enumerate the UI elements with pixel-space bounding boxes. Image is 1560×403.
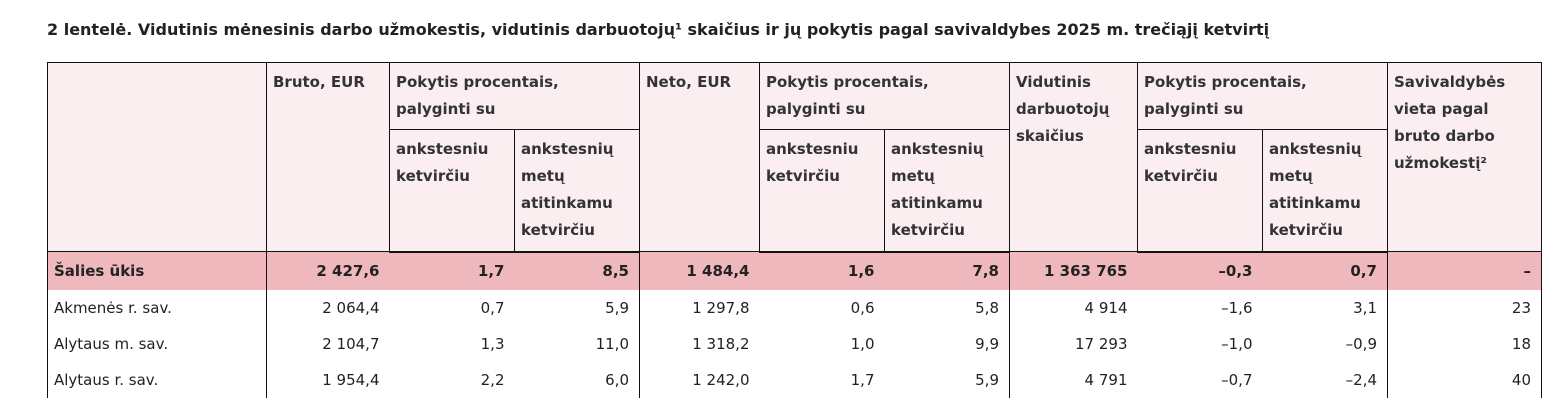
table-cell: 1,6 [759, 251, 885, 290]
header-cell: Pokytis procentais, palyginti su [759, 62, 1010, 130]
header-cell [47, 62, 267, 252]
table-cell: 23 [1387, 289, 1542, 326]
table-cell: 2 427,6 [266, 251, 390, 290]
table-cell: –0,3 [1137, 251, 1263, 290]
table-row: Akmenės r. sav. 2 064,4 0,7 5,9 1 297,8 0,6 5,… [47, 289, 1542, 326]
row-label: Šalies ūkis [47, 251, 267, 290]
table-cell: –1,0 [1221, 334, 1253, 353]
table-row: Šalies ūkis 2 427,6 1,7 8,5 1 484,4 1,6 7,8 1 3… [47, 251, 1542, 290]
table-cell: 4 791 [1009, 361, 1138, 398]
table-cell: –0,9 [1345, 334, 1377, 353]
table-cell: 1 954,4 [266, 361, 390, 398]
table-cell: 11,0 [595, 334, 629, 353]
table-cell: 7,8 [884, 251, 1010, 290]
table-cell: 4 914 [1009, 289, 1138, 326]
table-cell: 6,0 [605, 370, 629, 389]
table-cell: 17 293 [1009, 325, 1138, 362]
table-cell: 18 [1387, 325, 1542, 362]
table-cell: 5,9 [975, 370, 999, 389]
subheader-cell: ankstesnių metų atitinkamu ketvirčiu [884, 129, 1010, 253]
table-cell: 1,7 [850, 370, 875, 389]
row-label: Alytaus m. sav. [47, 325, 267, 362]
table-cell: 1 318,2 [639, 325, 760, 362]
table-cell: 1 484,4 [639, 251, 760, 290]
subheader-cell: ankstesniu ketvirčiu [759, 129, 885, 253]
table-cell: –0,7 [1221, 370, 1253, 389]
table-cell: 3,1 [1353, 298, 1377, 317]
header-cell: Neto, EUR [639, 62, 760, 252]
header-cell: Pokytis procentais, palyginti su [1137, 62, 1388, 130]
table-body: Šalies ūkis 2 427,6 1,7 8,5 1 484,4 1,6 7,8 1 3… [47, 251, 1542, 398]
table-cell: – [1387, 251, 1542, 290]
table-cell: 5,8 [975, 298, 999, 317]
row-label: Alytaus r. sav. [47, 361, 267, 398]
table-row: Alytaus r. sav. 1 954,4 2,2 6,0 1 242,0 1,7 5,… [47, 361, 1542, 398]
table-cell: –2,4 [1345, 370, 1377, 389]
header-cell: Vidutinis darbuotojų skaičius [1009, 62, 1138, 252]
table-cell: 5,9 [605, 298, 629, 317]
header-cell: Savivaldybės vieta pagal bruto darbo užm… [1387, 62, 1542, 252]
table-row: Alytaus m. sav. 2 104,7 1,3 11,0 1 318,2 1,0 9… [47, 325, 1542, 362]
subheader-cell: ankstesnių metų atitinkamu ketvirčiu [514, 129, 640, 253]
data-table: Bruto, EUR Pokytis procentais, palyginti… [47, 62, 1542, 398]
table-cell: 1,3 [480, 334, 505, 353]
table-cell: 2,2 [480, 370, 505, 389]
table-cell: 1,7 [389, 251, 515, 290]
table-cell: 0,6 [850, 298, 875, 317]
table-cell: –1,6 [1221, 298, 1253, 317]
header-cell: Bruto, EUR [266, 62, 390, 252]
table-cell: 40 [1387, 361, 1542, 398]
table-cell: 1,0 [850, 334, 875, 353]
table-cell: 1 242,0 [639, 361, 760, 398]
table-cell: 1 363 765 [1009, 251, 1138, 290]
row-label: Akmenės r. sav. [47, 289, 267, 326]
table-cell: 1 297,8 [639, 289, 760, 326]
table-cell: 2 104,7 [266, 325, 390, 362]
subheader-cell: ankstesnių metų atitinkamu ketvirčiu [1262, 129, 1388, 253]
table-cell: 2 064,4 [266, 289, 390, 326]
subheader-cell: ankstesniu ketvirčiu [1137, 129, 1263, 253]
table-title: 2 lentelė. Vidutinis mėnesinis darbo užm… [47, 20, 1270, 39]
table-cell: 9,9 [975, 334, 999, 353]
table-cell: 8,5 [514, 251, 640, 290]
table-cell: 0,7 [480, 298, 505, 317]
header-cell: Pokytis procentais, palyginti su [389, 62, 640, 130]
table-cell: 0,7 [1262, 251, 1388, 290]
subheader-cell: ankstesniu ketvirčiu [389, 129, 515, 253]
